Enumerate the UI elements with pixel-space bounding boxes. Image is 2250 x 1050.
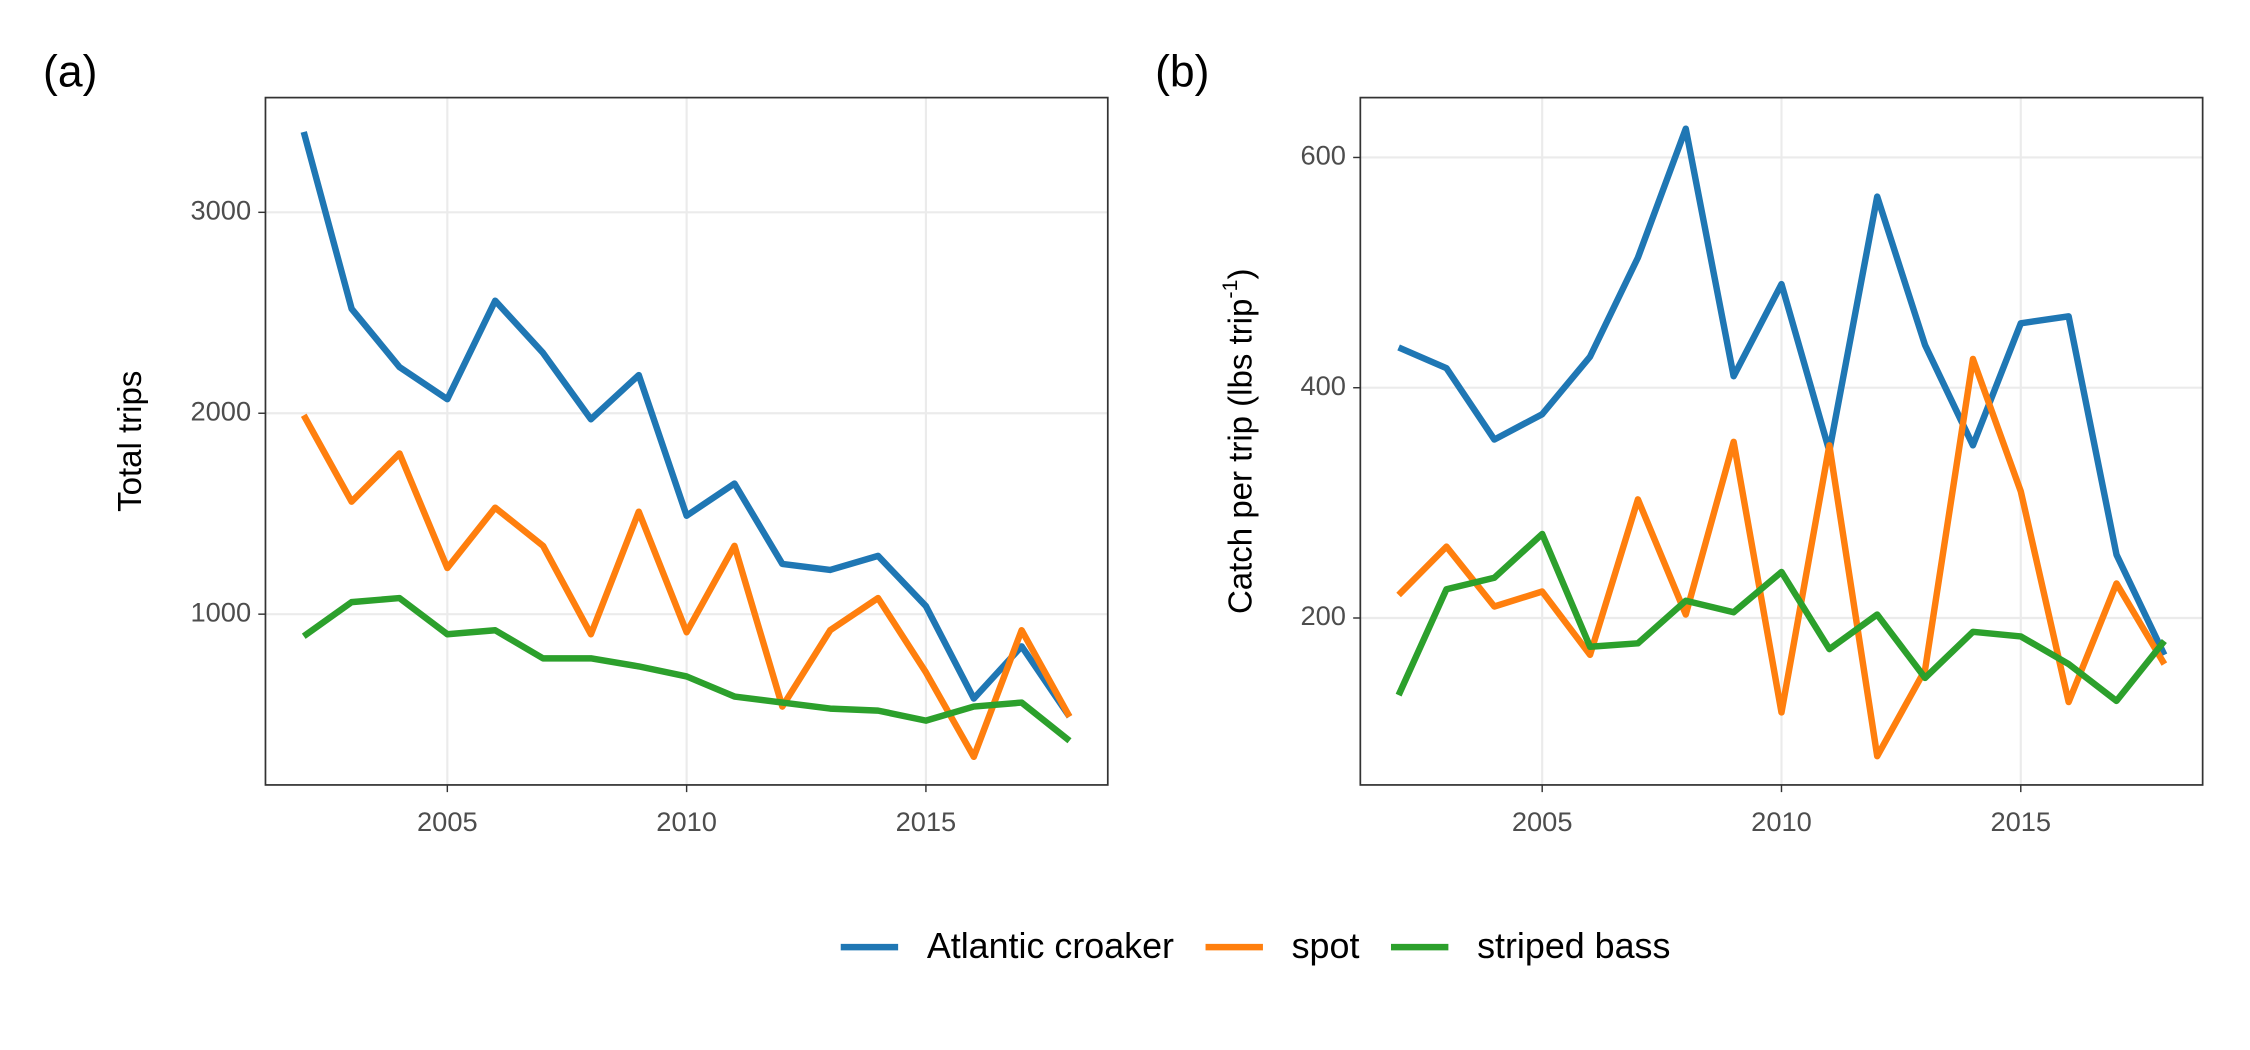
y-tick-label: 1000 xyxy=(190,596,251,627)
x-tick-label: 2010 xyxy=(656,806,717,837)
x-tick-label: 2010 xyxy=(1751,806,1812,837)
y-tick-label: 3000 xyxy=(190,195,251,226)
y-tick-label: 200 xyxy=(1301,600,1346,631)
y-axis-title-text: Total trips xyxy=(111,371,148,512)
y-axis-title-text: Catch per trip (lbs trip xyxy=(1221,299,1258,614)
series-line xyxy=(301,594,1072,744)
legend-label: Atlantic croaker xyxy=(927,926,1174,966)
plot-border xyxy=(1359,96,2204,786)
y-axis-title-text: ) xyxy=(1221,268,1258,279)
legend-label: striped bass xyxy=(1477,926,1670,966)
series-line xyxy=(1397,125,2168,657)
legend-item: striped bass xyxy=(1390,926,1670,966)
series-line xyxy=(300,131,1073,719)
legend-item: spot xyxy=(1205,926,1360,966)
series-line xyxy=(1396,355,2168,760)
x-tick-label: 2005 xyxy=(417,806,478,837)
plot-border xyxy=(264,96,1109,786)
y-axis-title-superscript: -1 xyxy=(1218,279,1242,298)
y-axis-title: Catch per trip (lbs trip-1) xyxy=(1218,268,1259,614)
y-axis-title: Total trips xyxy=(111,371,148,512)
series-line xyxy=(1395,530,2167,705)
legend-label: spot xyxy=(1292,926,1360,966)
series-line xyxy=(300,413,1073,761)
panel-label: (a) xyxy=(43,47,97,96)
y-tick-label: 600 xyxy=(1301,140,1346,171)
y-tick-label: 2000 xyxy=(190,395,251,426)
y-tick-label: 400 xyxy=(1301,370,1346,401)
x-tick-label: 2015 xyxy=(896,806,957,837)
legend-item: Atlantic croaker xyxy=(840,926,1174,966)
x-tick-label: 2015 xyxy=(1990,806,2051,837)
legend: Atlantic croaker spot striped bass xyxy=(840,926,1670,966)
x-tick-label: 2005 xyxy=(1512,806,1573,837)
panel-label: (b) xyxy=(1155,47,1209,96)
